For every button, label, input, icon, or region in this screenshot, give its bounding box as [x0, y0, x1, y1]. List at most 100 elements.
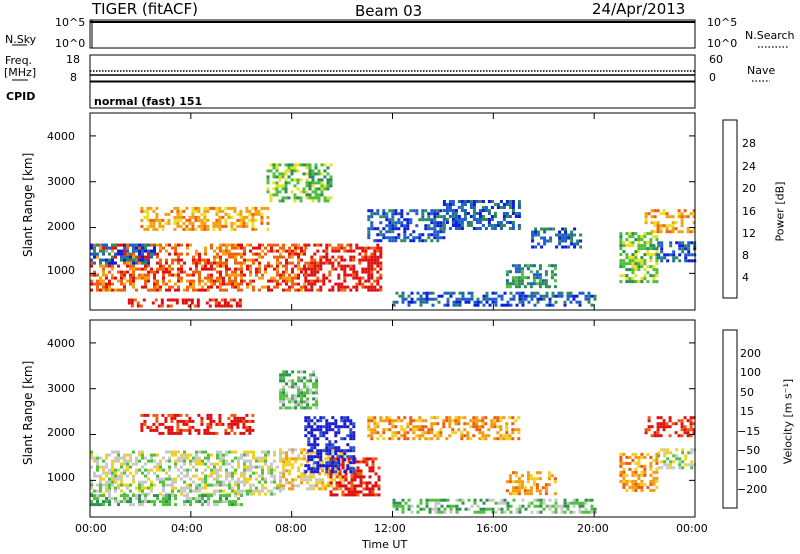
- echo-cell: [120, 483, 123, 487]
- echo-cell: [170, 419, 174, 423]
- echo-cell: [575, 294, 579, 298]
- echo-cell: [213, 492, 216, 496]
- echo-cell: [234, 489, 237, 493]
- echo-cell: [117, 264, 120, 268]
- echo-cell: [619, 479, 623, 483]
- echo-cell: [560, 294, 564, 298]
- echo-cell: [168, 288, 171, 292]
- echo-cell: [291, 252, 294, 256]
- echo-cell: [377, 493, 381, 497]
- echo-cell: [171, 453, 174, 457]
- echo-cell: [391, 215, 395, 219]
- echo-cell: [210, 453, 213, 457]
- echo-cell: [208, 304, 212, 308]
- echo-cell: [285, 463, 289, 467]
- echo-cell: [511, 489, 515, 493]
- echo-cell: [502, 215, 506, 218]
- echo-cell: [643, 277, 647, 281]
- echo-cell: [182, 209, 186, 213]
- echo-cell: [622, 265, 626, 269]
- echo-cell: [245, 206, 249, 210]
- echo-cell: [319, 243, 323, 247]
- echo-cell: [99, 489, 102, 493]
- echo-cell: [467, 297, 471, 301]
- echo-cell: [553, 492, 557, 496]
- echo-cell: [105, 465, 108, 469]
- echo-cell: [325, 419, 329, 423]
- echo-cell: [546, 239, 550, 243]
- echo-cell: [325, 470, 329, 474]
- echo-cell: [171, 273, 174, 277]
- echo-cell: [185, 422, 189, 426]
- echo-cell: [272, 166, 276, 170]
- echo-cell: [198, 459, 201, 463]
- echo-cell: [683, 215, 687, 219]
- echo-cell: [239, 224, 243, 228]
- echo-cell: [543, 227, 547, 231]
- echo-cell: [299, 190, 303, 194]
- echo-cell: [668, 230, 672, 234]
- echo-cell: [415, 236, 419, 240]
- echo-cell: [619, 280, 623, 284]
- echo-cell: [547, 285, 551, 289]
- echo-cell: [228, 276, 231, 280]
- echo-cell: [190, 301, 194, 305]
- echo-cell: [463, 203, 467, 206]
- echo-cell: [364, 246, 368, 250]
- echo-cell: [407, 507, 411, 511]
- echo-cell: [233, 422, 237, 426]
- echo-cell: [153, 285, 156, 289]
- echo-cell: [503, 291, 507, 295]
- echo-cell: [335, 493, 339, 497]
- echo-cell: [249, 270, 252, 274]
- echo-cell: [373, 422, 377, 426]
- echo-cell: [467, 498, 471, 502]
- echo-cell: [164, 416, 168, 420]
- echo-cell: [678, 463, 682, 467]
- echo-cell: [204, 249, 207, 253]
- echo-cell: [437, 300, 441, 304]
- echo-cell: [566, 291, 570, 295]
- echo-cell: [297, 264, 300, 268]
- echo-cell: [141, 243, 144, 247]
- echo-cell: [526, 480, 530, 484]
- echo-cell: [487, 428, 491, 432]
- echo-cell: [309, 391, 313, 395]
- echo-cell: [442, 218, 446, 221]
- echo-cell: [141, 255, 144, 259]
- echo-cell: [653, 209, 657, 213]
- echo-cell: [646, 247, 650, 251]
- echo-cell: [222, 453, 225, 457]
- echo-cell: [647, 425, 651, 429]
- echo-cell: [152, 209, 156, 213]
- echo-cell: [548, 303, 552, 307]
- echo-cell: [322, 273, 326, 277]
- echo-cell: [303, 385, 307, 389]
- echo-cell: [230, 215, 234, 219]
- echo-cell: [291, 270, 294, 274]
- echo-cell: [197, 209, 201, 213]
- echo-cell: [312, 463, 316, 467]
- echo-cell: [206, 413, 210, 417]
- echo-cell: [132, 249, 135, 253]
- echo-cell: [367, 255, 371, 259]
- echo-cell: [309, 478, 313, 482]
- echo-cell: [177, 279, 180, 283]
- echo-cell: [550, 273, 554, 277]
- echo-cell: [105, 462, 108, 466]
- echo-cell: [198, 261, 201, 265]
- echo-cell: [234, 480, 237, 484]
- echo-cell: [343, 249, 347, 253]
- echo-cell: [138, 459, 141, 463]
- echo-cell: [370, 209, 374, 213]
- echo-cell: [454, 227, 458, 230]
- echo-cell: [508, 270, 512, 274]
- echo-cell: [297, 403, 301, 407]
- echo-cell: [325, 437, 329, 441]
- echo-cell: [282, 463, 286, 467]
- echo-cell: [472, 422, 476, 426]
- echo-cell: [248, 209, 252, 213]
- echo-cell: [531, 230, 535, 234]
- echo-cell: [207, 258, 210, 262]
- echo-cell: [165, 500, 168, 504]
